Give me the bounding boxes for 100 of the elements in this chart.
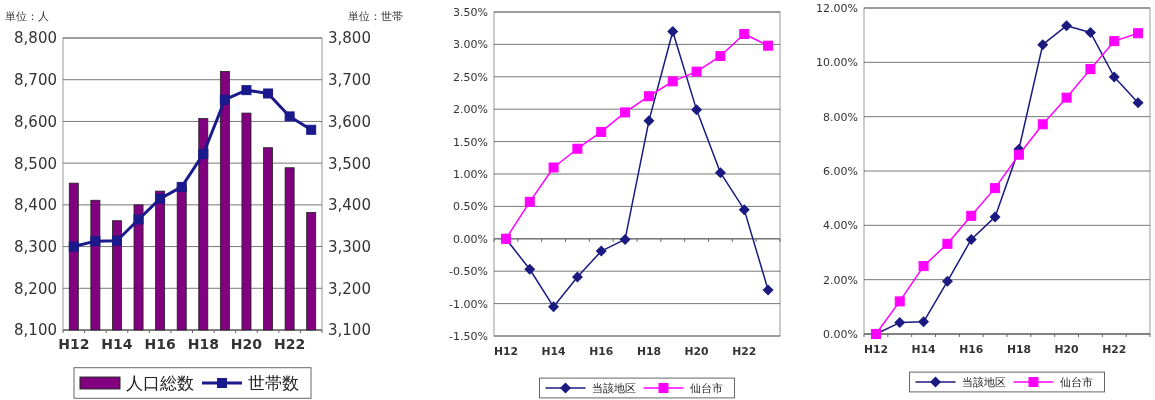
x-tick-label: H14 <box>911 343 937 356</box>
point <box>966 210 977 221</box>
point <box>918 261 929 272</box>
point <box>643 115 655 127</box>
point <box>989 211 1001 223</box>
legend-label: 人口総数 <box>126 373 194 394</box>
point <box>1061 20 1073 32</box>
point <box>691 66 702 77</box>
y-tick-label: 8.00% <box>823 110 858 124</box>
y-tick-label: 8,600 <box>14 112 57 131</box>
point <box>595 245 607 257</box>
point <box>763 40 774 51</box>
y2-tick-label: 3,800 <box>328 29 371 48</box>
point <box>284 111 295 122</box>
point <box>1108 71 1120 83</box>
point <box>894 296 905 307</box>
legend-label: 当該地区 <box>961 375 1006 389</box>
point <box>548 301 560 313</box>
y-tick-label: 1.00% <box>453 167 488 181</box>
point <box>572 143 583 154</box>
point <box>941 275 953 287</box>
point <box>306 124 317 135</box>
y-tick-label: -1.00% <box>449 297 488 311</box>
point <box>739 29 750 40</box>
point <box>263 88 274 99</box>
point <box>1037 39 1049 51</box>
x-tick-label: H22 <box>274 336 306 352</box>
y-tick-label: 0.50% <box>453 200 488 214</box>
x-tick-label: H20 <box>1054 343 1079 356</box>
y2-tick-label: 3,400 <box>328 196 371 215</box>
point <box>524 196 535 207</box>
point <box>133 214 144 225</box>
y2-tick-label: 3,600 <box>328 112 371 131</box>
point <box>1085 64 1096 75</box>
y-tick-label: 1.50% <box>453 135 488 149</box>
point <box>111 235 122 246</box>
point <box>942 238 953 249</box>
point <box>241 85 252 96</box>
y-tick-label: 3.50% <box>453 5 488 19</box>
y-tick-label: 2.00% <box>823 273 858 287</box>
y2-tick-label: 3,700 <box>328 71 371 90</box>
x-tick-label: H18 <box>187 336 219 352</box>
point <box>738 204 750 216</box>
y2-tick-label: 3,500 <box>328 154 371 173</box>
x-tick-label: H16 <box>144 336 176 352</box>
point <box>965 233 977 245</box>
y2-tick-label: 3,300 <box>328 237 371 256</box>
point <box>894 317 906 329</box>
y-tick-label: 8,800 <box>14 29 57 48</box>
point <box>619 233 631 245</box>
y-axis-title: 単位：人 <box>5 10 49 23</box>
legend-label: 世帯数 <box>248 373 299 394</box>
x-tick-label: H16 <box>589 345 614 358</box>
x-tick-label: H22 <box>1102 343 1127 356</box>
y-tick-label: 6.00% <box>823 164 858 178</box>
legend-label: 仙台市 <box>689 381 723 395</box>
y-tick-label: -0.50% <box>449 265 488 279</box>
point <box>90 236 101 247</box>
x-tick-label: H18 <box>1006 343 1031 356</box>
y-tick-label: 2.50% <box>453 70 488 84</box>
legend-label: 当該地区 <box>591 381 636 395</box>
y-tick-label: 0.00% <box>823 327 858 341</box>
point <box>643 91 654 102</box>
point <box>1132 97 1144 109</box>
point <box>155 193 166 204</box>
x-tick-label: H16 <box>959 343 984 356</box>
x-tick-label: H12 <box>863 343 888 356</box>
point <box>1084 26 1096 38</box>
y2-tick-label: 3,200 <box>328 279 371 298</box>
point <box>68 241 79 252</box>
x-tick-label: H18 <box>636 345 661 358</box>
y-tick-label: 4.00% <box>823 219 858 233</box>
y2-axis-title: 単位：世帯 <box>348 10 403 23</box>
point <box>219 94 230 105</box>
point <box>990 183 1001 194</box>
legend-label: 仙台市 <box>1059 375 1093 389</box>
point <box>1037 119 1048 130</box>
y2-tick-label: 3,100 <box>328 321 371 340</box>
y-tick-label: 8,100 <box>14 321 57 340</box>
point <box>1013 149 1024 160</box>
y-tick-label: 2.00% <box>453 103 488 117</box>
x-tick-label: H12 <box>58 336 90 352</box>
point <box>1109 36 1120 47</box>
x-tick-label: H12 <box>493 345 518 358</box>
y-tick-label: 12.00% <box>816 1 858 15</box>
point <box>918 316 930 328</box>
point <box>691 104 703 116</box>
x-tick-label: H22 <box>732 345 757 358</box>
y-tick-label: 8,500 <box>14 154 57 173</box>
point <box>176 181 187 192</box>
point <box>715 51 726 62</box>
point <box>620 107 631 118</box>
y-tick-label: 8,400 <box>14 196 57 215</box>
point <box>667 25 679 37</box>
point <box>198 148 209 159</box>
y-tick-label: 8,700 <box>14 71 57 90</box>
y-tick-label: 10.00% <box>816 56 858 70</box>
point <box>667 76 678 87</box>
y-tick-label: -1.50% <box>449 329 488 343</box>
point <box>571 271 583 283</box>
